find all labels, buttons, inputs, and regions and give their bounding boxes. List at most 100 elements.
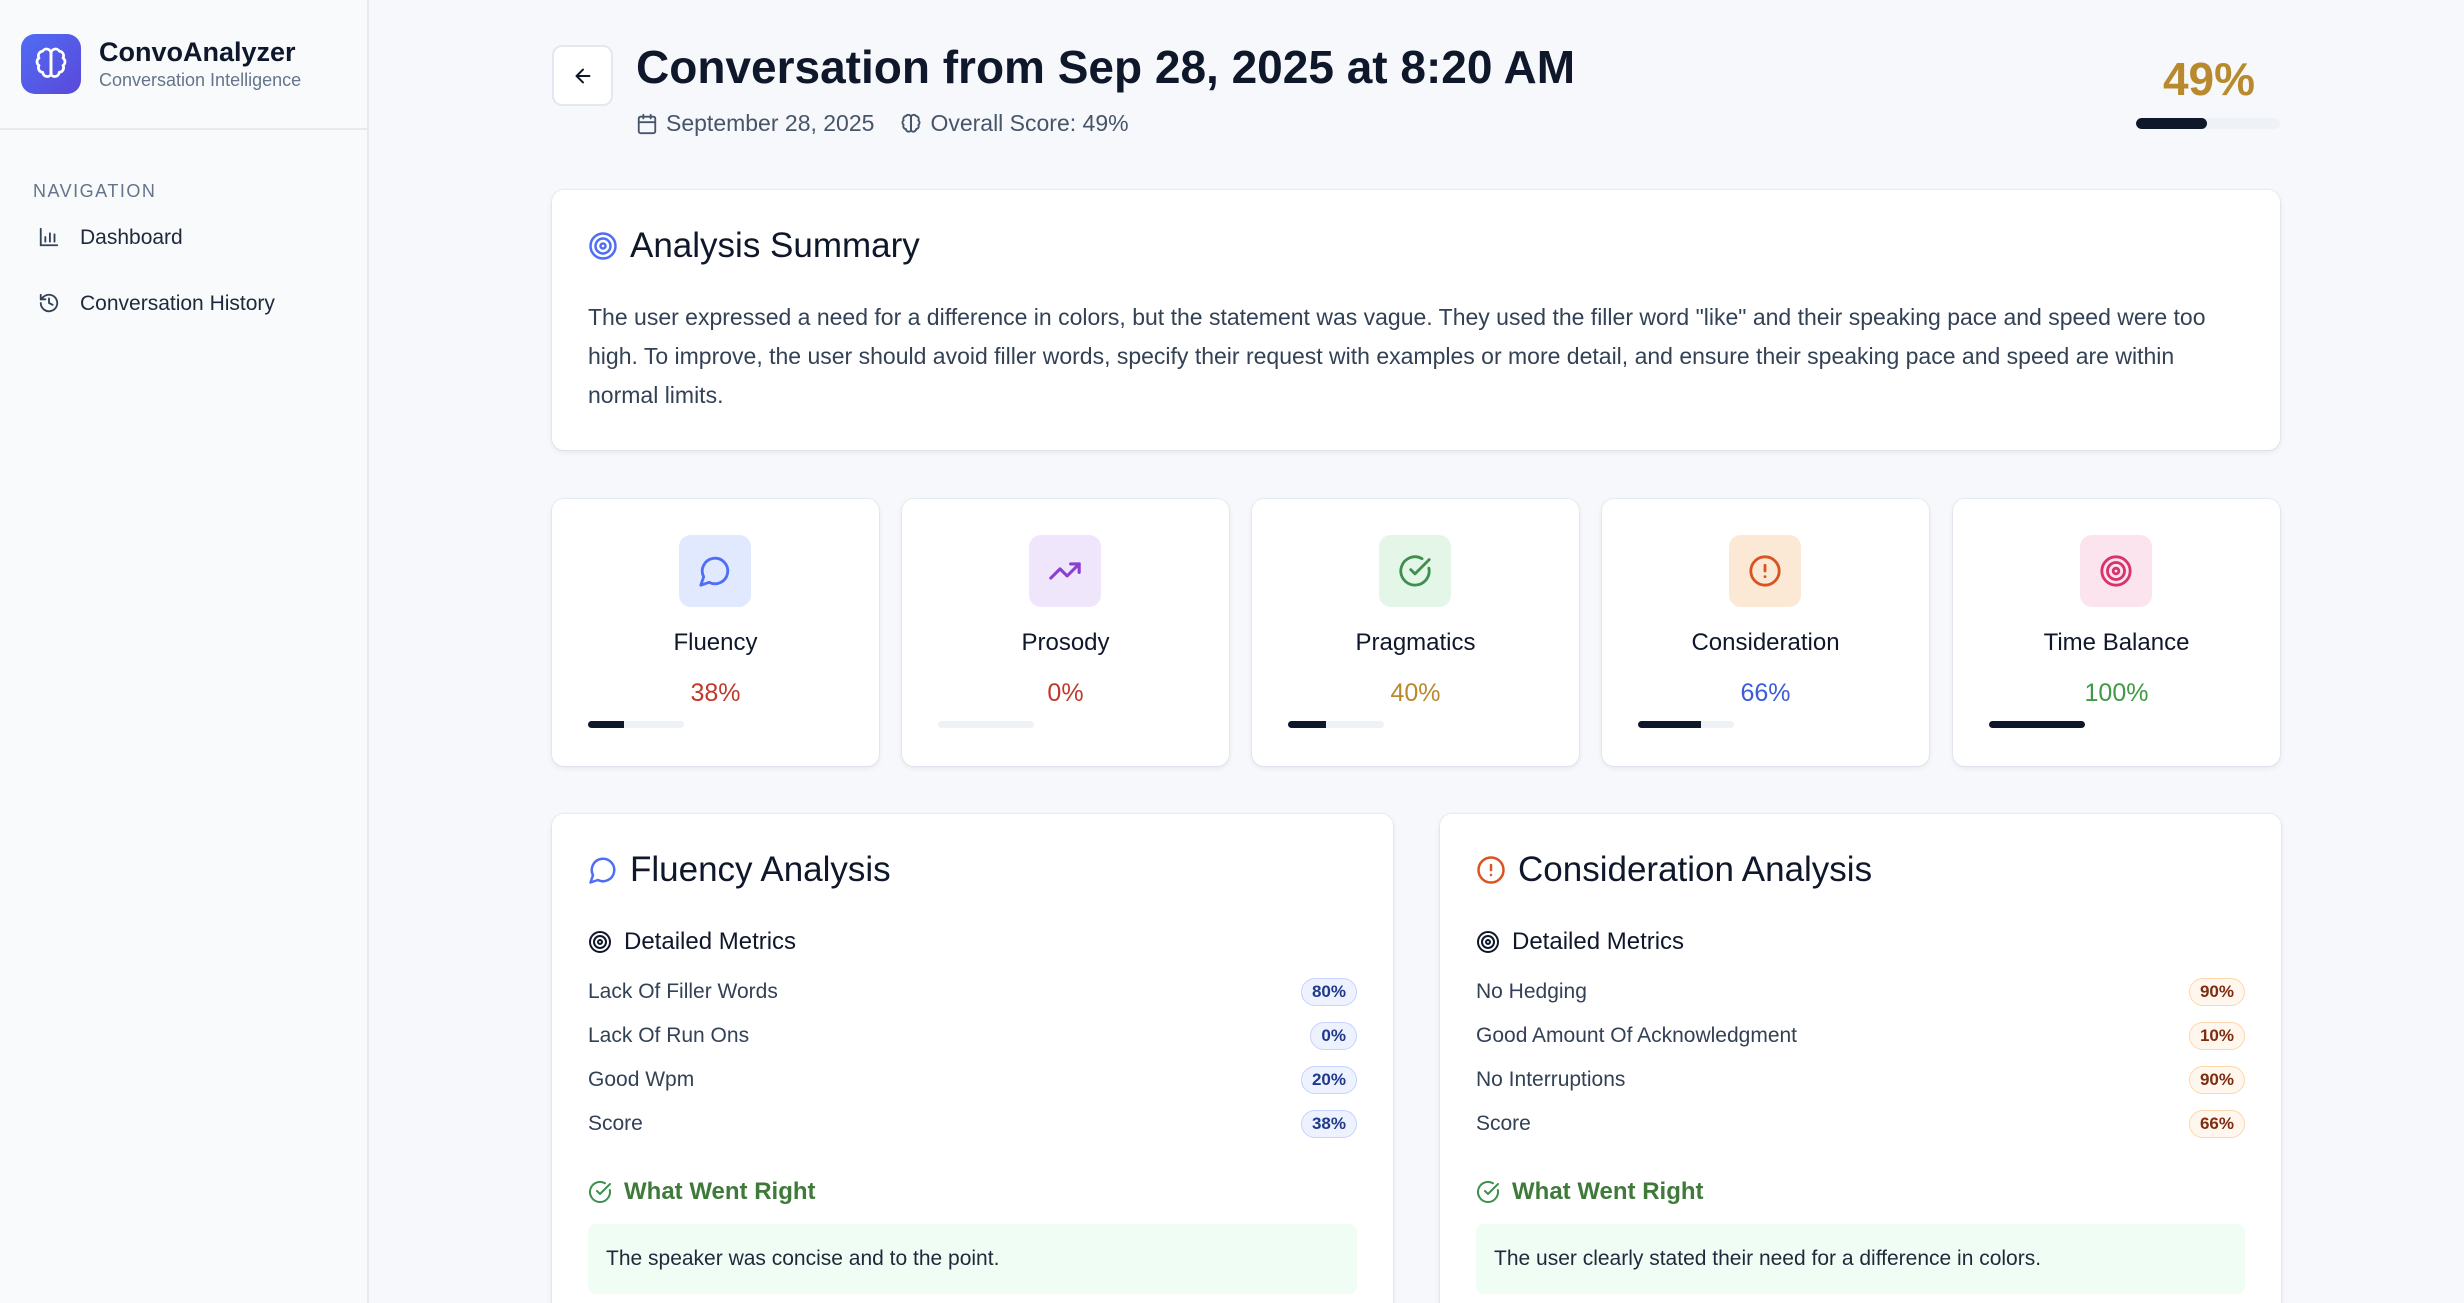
consideration-icon-box xyxy=(1729,535,1801,607)
metric-value: 40% xyxy=(1390,679,1441,707)
metric-row-label: Lack Of Run Ons xyxy=(588,1024,750,1047)
metric-row: Good Amount Of Acknowledgment 10% xyxy=(1476,1021,2245,1051)
fluency-analysis-card: Fluency Analysis Detailed Metrics Lack O… xyxy=(552,814,1393,1303)
detailed-metrics-heading: Detailed Metrics xyxy=(624,928,797,955)
metric-row-value: 10% xyxy=(2188,1022,2245,1050)
metric-name: Prosody xyxy=(1021,629,1110,656)
summary-title: Analysis Summary xyxy=(630,226,920,265)
brand: ConvoAnalyzer Conversation Intelligence xyxy=(0,0,367,130)
metric-row-value: 80% xyxy=(1300,978,1357,1006)
target-icon xyxy=(588,231,618,261)
metric-value: 0% xyxy=(1047,679,1084,707)
overall-score-bar xyxy=(2136,118,2280,129)
metric-name: Time Balance xyxy=(2043,629,2190,656)
overall-score-value: 49% xyxy=(2162,53,2256,105)
arrow-left-icon xyxy=(572,65,594,87)
metric-card-time-balance: Time Balance 100% xyxy=(1953,499,2280,766)
alert-circle-icon xyxy=(1748,554,1782,588)
calendar-icon xyxy=(636,113,658,135)
metric-value: 38% xyxy=(690,679,741,707)
target-icon xyxy=(588,930,612,954)
page-title: Conversation from Sep 28, 2025 at 8:20 A… xyxy=(636,41,1576,93)
conversation-meta: September 28, 2025 Overall Score: 49% xyxy=(636,110,1129,137)
metric-row-label: Lack Of Filler Words xyxy=(588,980,778,1003)
sidebar-item-label: Dashboard xyxy=(80,226,183,249)
metric-row-value: 90% xyxy=(2188,978,2245,1006)
trending-up-icon xyxy=(1048,554,1082,588)
metric-row-value: 20% xyxy=(1300,1066,1357,1094)
sidebar-item-dashboard[interactable]: Dashboard xyxy=(38,226,183,250)
fluency-analysis-title: Fluency Analysis xyxy=(630,850,891,889)
bar-chart-icon xyxy=(38,226,62,250)
app-subtitle: Conversation Intelligence xyxy=(99,70,302,90)
overall-score-fill xyxy=(2136,118,2207,129)
metric-row: Score 66% xyxy=(1476,1109,2245,1139)
metric-card-consideration: Consideration 66% xyxy=(1602,499,1929,766)
brain-icon xyxy=(21,34,81,94)
metric-row-label: No Interruptions xyxy=(1476,1068,1626,1091)
check-circle-icon xyxy=(1398,554,1432,588)
metric-bar xyxy=(1638,721,1734,728)
metric-row-label: No Hedging xyxy=(1476,980,1587,1003)
metric-row-value: 66% xyxy=(2188,1110,2245,1138)
metric-card-prosody: Prosody 0% xyxy=(902,499,1229,766)
metric-row: Lack Of Run Ons 0% xyxy=(588,1021,1357,1051)
metric-bar-fill xyxy=(588,721,625,728)
sidebar: ConvoAnalyzer Conversation Intelligence … xyxy=(0,0,369,1303)
conversation-date: September 28, 2025 xyxy=(666,110,875,136)
metric-bar xyxy=(938,721,1034,728)
metric-row-value: 0% xyxy=(1310,1022,1357,1050)
message-circle-icon xyxy=(588,855,618,885)
metric-row: Score 38% xyxy=(588,1109,1357,1139)
metric-value: 100% xyxy=(2084,679,2149,707)
message-circle-icon xyxy=(698,554,732,588)
metric-row: Lack Of Filler Words 80% xyxy=(588,977,1357,1007)
metric-row-label: Good Amount Of Acknowledgment xyxy=(1476,1024,1798,1047)
metric-bar xyxy=(588,721,684,728)
metric-row-value: 38% xyxy=(1300,1110,1357,1138)
check-circle-icon xyxy=(1476,1180,1500,1204)
metric-card-pragmatics: Pragmatics 40% xyxy=(1252,499,1579,766)
analysis-summary-card: Analysis Summary The user expressed a ne… xyxy=(552,190,2280,450)
summary-text: The user expressed a need for a differen… xyxy=(588,304,2206,408)
metric-name: Consideration xyxy=(1691,629,1840,656)
metric-name: Fluency xyxy=(673,629,758,656)
what-went-right-heading: What Went Right xyxy=(1512,1178,1704,1205)
what-went-right-heading: What Went Right xyxy=(624,1178,816,1205)
metric-bar-fill xyxy=(1638,721,1702,728)
metric-name: Pragmatics xyxy=(1355,629,1476,656)
target-icon xyxy=(2099,554,2133,588)
metric-value: 66% xyxy=(1740,679,1791,707)
metric-bar xyxy=(1288,721,1384,728)
brain-icon xyxy=(900,113,922,135)
metric-bar xyxy=(1989,721,2085,728)
metric-row: No Hedging 90% xyxy=(1476,977,2245,1007)
prosody-icon-box xyxy=(1029,535,1101,607)
metric-row: Good Wpm 20% xyxy=(588,1065,1357,1095)
what-went-right-text: The user clearly stated their need for a… xyxy=(1476,1224,2245,1294)
sidebar-item-conversation-history[interactable]: Conversation History xyxy=(38,292,275,316)
metric-bar-fill xyxy=(1989,721,2085,728)
time-balance-icon-box xyxy=(2080,535,2152,607)
metric-row: No Interruptions 90% xyxy=(1476,1065,2245,1095)
metric-row-label: Score xyxy=(1476,1112,1531,1135)
nav-heading: NAVIGATION xyxy=(33,181,157,201)
what-went-right-text: The speaker was concise and to the point… xyxy=(588,1224,1357,1294)
check-circle-icon xyxy=(588,1180,612,1204)
metric-row-value: 90% xyxy=(2188,1066,2245,1094)
fluency-icon-box xyxy=(679,535,751,607)
detailed-metrics-heading: Detailed Metrics xyxy=(1512,928,1685,955)
metric-row-label: Score xyxy=(588,1112,643,1135)
pragmatics-icon-box xyxy=(1379,535,1451,607)
history-icon xyxy=(38,292,62,316)
metric-row-label: Good Wpm xyxy=(588,1068,695,1091)
overall-score-label: Overall Score: 49% xyxy=(930,110,1129,136)
sidebar-item-label: Conversation History xyxy=(80,292,275,315)
consideration-analysis-card: Consideration Analysis Detailed Metrics … xyxy=(1440,814,2281,1303)
metric-card-fluency: Fluency 38% xyxy=(552,499,879,766)
consideration-analysis-title: Consideration Analysis xyxy=(1518,850,1873,889)
metric-bar-fill xyxy=(1288,721,1327,728)
target-icon xyxy=(1476,930,1500,954)
back-button[interactable] xyxy=(552,45,613,106)
alert-circle-icon xyxy=(1476,855,1506,885)
